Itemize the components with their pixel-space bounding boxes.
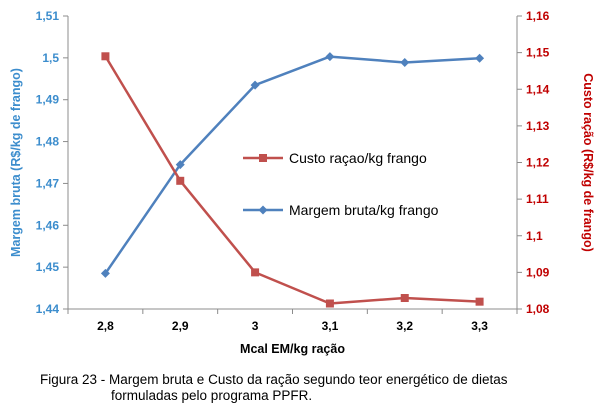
x-tick-label: 2,9 bbox=[172, 319, 189, 333]
left-axis-title: Margem bruta (R$/kg de frango) bbox=[9, 68, 23, 257]
left-tick-label: 1,44 bbox=[36, 302, 60, 316]
right-tick-label: 1,14 bbox=[526, 82, 550, 96]
caption-line-2: formuladas pelo programa PPFR. bbox=[111, 388, 313, 403]
line-chart: 1,44 1,45 1,46 1,47 1,48 1,49 1,5 1,51 1,08 1,09 1… bbox=[9, 9, 595, 356]
x-tick-label: 2,8 bbox=[97, 319, 114, 333]
data-point-custo bbox=[176, 176, 185, 185]
x-tick-label: 3,3 bbox=[471, 319, 488, 333]
right-tick-label: 1,13 bbox=[526, 119, 550, 133]
data-point-custo bbox=[251, 268, 260, 277]
left-tick-label: 1,49 bbox=[36, 93, 60, 107]
data-point-custo bbox=[400, 294, 409, 303]
series-line-custo bbox=[104, 55, 480, 305]
x-tick-label: 3,2 bbox=[396, 319, 413, 333]
data-point-margem bbox=[175, 160, 185, 170]
left-tick-label: 1,51 bbox=[36, 9, 60, 23]
data-point-margem bbox=[250, 80, 260, 90]
left-tick-label: 1,48 bbox=[36, 135, 60, 149]
right-tick-label: 1,12 bbox=[526, 156, 550, 170]
left-tick-label: 1,45 bbox=[36, 260, 60, 274]
legend-marker-margem bbox=[258, 205, 268, 215]
data-point-margem bbox=[400, 57, 410, 67]
right-tick-label: 1,15 bbox=[526, 46, 550, 60]
right-tick-label: 1,16 bbox=[526, 9, 550, 23]
right-axis-title: Custo ração (R$/kg de frango) bbox=[581, 73, 595, 252]
right-tick-label: 1,11 bbox=[526, 192, 549, 206]
data-point-custo bbox=[475, 297, 484, 306]
figure-caption: Figura 23 - Margem bruta e Custo da raçã… bbox=[40, 372, 580, 404]
left-tick-label: 1,47 bbox=[36, 176, 60, 190]
right-tick-label: 1,08 bbox=[526, 302, 550, 316]
legend-marker-custo bbox=[259, 154, 267, 162]
legend-label-margem: Margem bruta/kg frango bbox=[289, 202, 439, 218]
chart-legend: Custo raçao/kg frango Margem bruta/kg fra… bbox=[243, 150, 439, 218]
x-tick-label: 3 bbox=[252, 319, 259, 333]
data-point-custo bbox=[325, 299, 334, 308]
x-axis-title: Mcal EM/kg ração bbox=[240, 342, 345, 356]
right-tick-label: 1,09 bbox=[526, 265, 550, 279]
right-tick-label: 1,1 bbox=[526, 229, 543, 243]
chart-axes: 1,44 1,45 1,46 1,47 1,48 1,49 1,5 1,51 1,08 1,09 1… bbox=[9, 9, 595, 356]
data-point-custo bbox=[101, 52, 110, 61]
left-tick-label: 1,46 bbox=[36, 218, 60, 232]
legend-label-custo: Custo raçao/kg frango bbox=[289, 150, 427, 166]
left-tick-label: 1,5 bbox=[42, 51, 59, 65]
data-point-margem bbox=[325, 52, 335, 62]
data-point-margem bbox=[475, 53, 485, 63]
caption-line-1: Figura 23 - Margem bruta e Custo da raçã… bbox=[40, 372, 508, 387]
x-tick-label: 3,1 bbox=[322, 319, 339, 333]
chart-series bbox=[100, 52, 485, 308]
series-line-margem bbox=[104, 55, 480, 275]
data-point-margem bbox=[100, 268, 110, 278]
